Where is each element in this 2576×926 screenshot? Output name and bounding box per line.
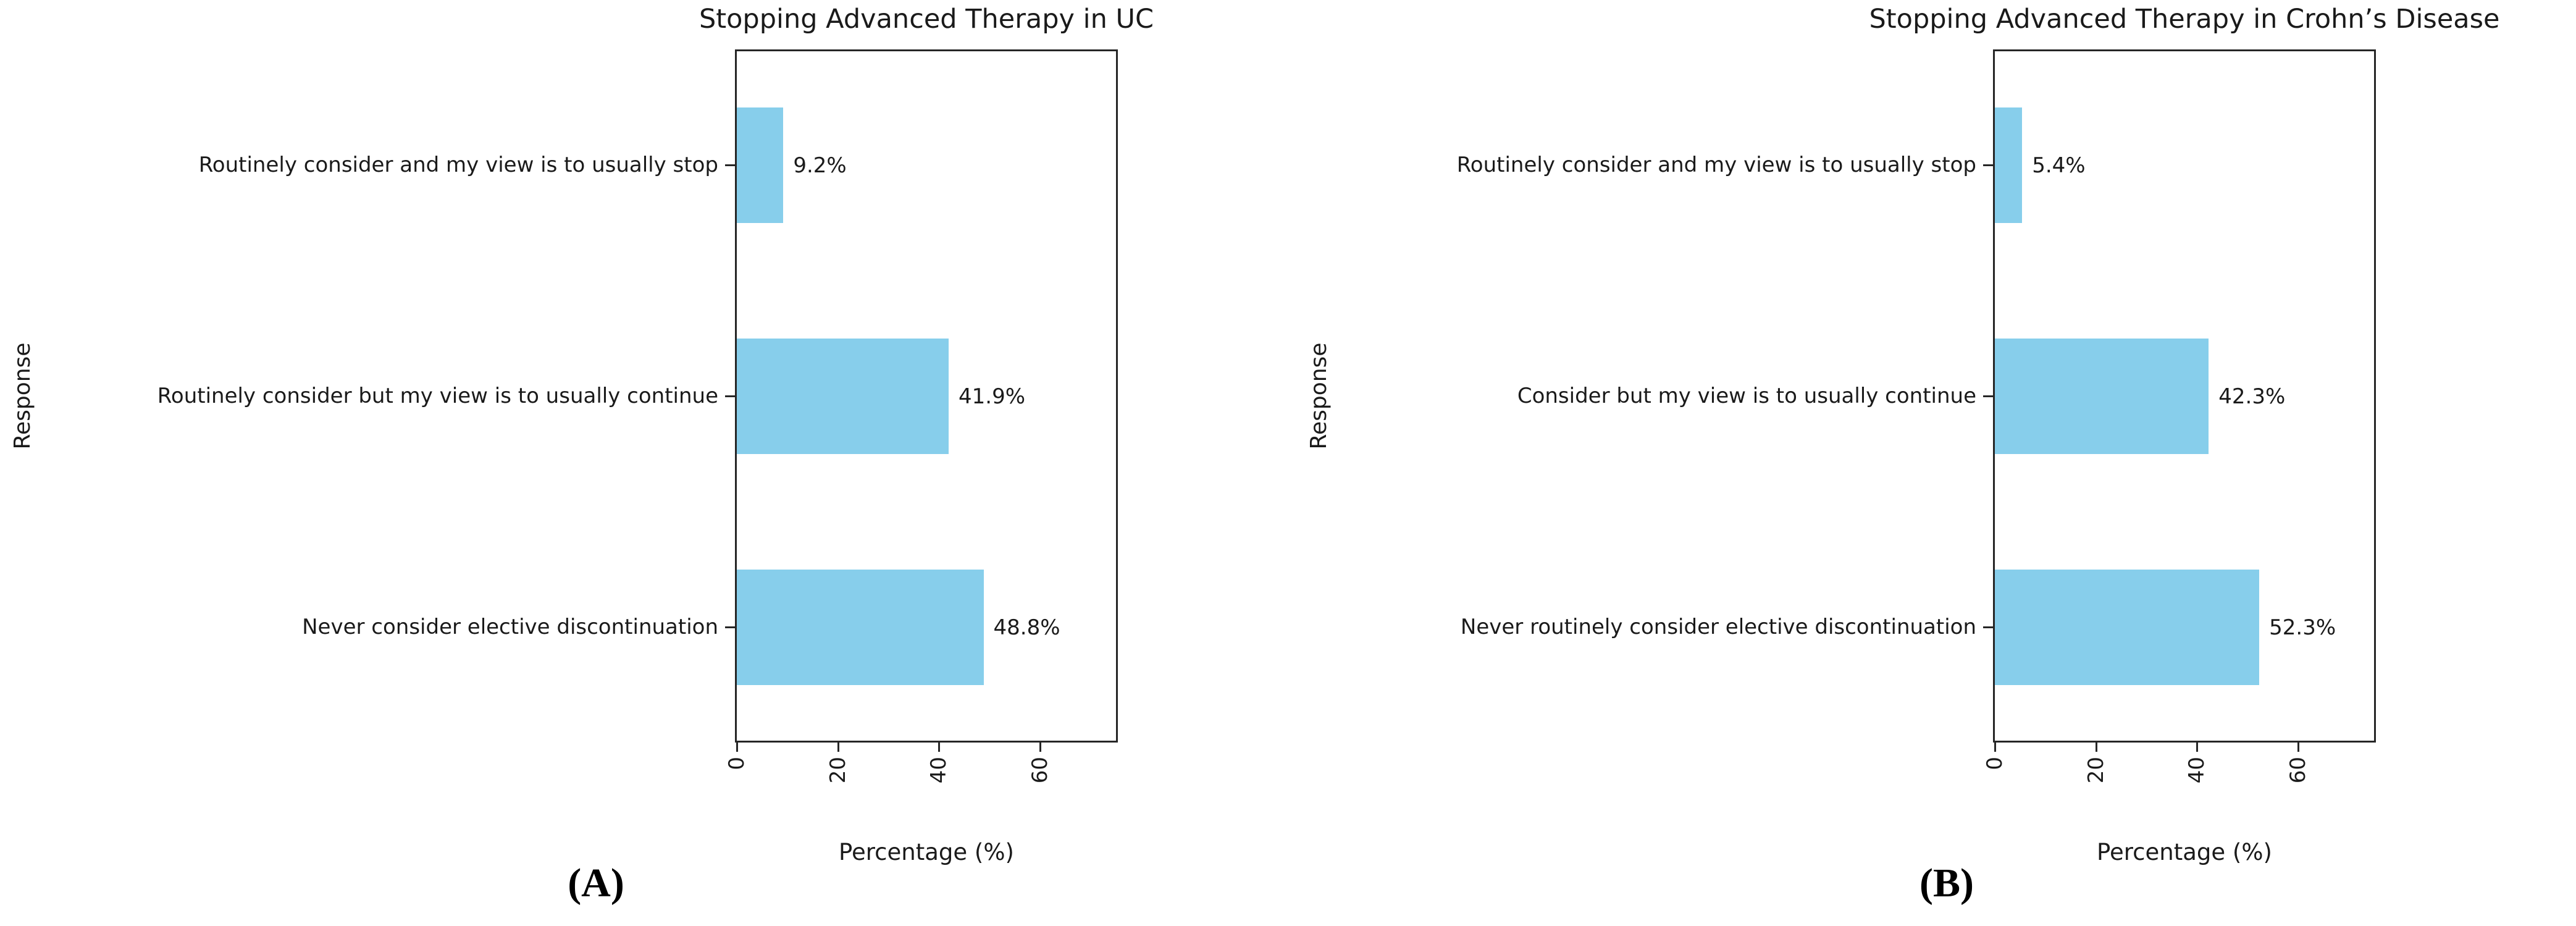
x-tick-mark xyxy=(938,742,941,752)
bar-row: Routinely consider and my view is to usu… xyxy=(1457,107,2374,223)
x-tick-label: 20 xyxy=(825,757,850,784)
x-tick-mark xyxy=(2196,742,2199,752)
bar-row: Routinely consider and my view is to usu… xyxy=(199,107,1116,223)
x-tick-label: 0 xyxy=(724,757,749,770)
y-tick-mark xyxy=(1983,164,1993,166)
value-label: 48.8% xyxy=(993,615,1060,640)
y-tick-mark xyxy=(725,626,735,628)
category-label: Routinely consider and my view is to usu… xyxy=(198,152,718,177)
x-tick-mark xyxy=(1039,742,1042,752)
category-label: Consider but my view is to usually conti… xyxy=(1517,383,1976,408)
x-tick-label: 60 xyxy=(2286,757,2311,784)
bar xyxy=(737,107,784,223)
panel-b: Stopping Advanced Therapy in Crohn’s Dis… xyxy=(1288,0,2575,926)
panel-caption-b: (B) xyxy=(1919,861,1974,906)
chart-title-b: Stopping Advanced Therapy in Crohn’s Dis… xyxy=(1869,4,2500,35)
x-tick-label: 0 xyxy=(1982,757,2007,770)
bar-row: Consider but my view is to usually conti… xyxy=(1517,339,2374,454)
category-label: Routinely consider and my view is to usu… xyxy=(1456,152,1976,177)
value-label: 41.9% xyxy=(959,384,1026,409)
value-label: 5.4% xyxy=(2032,153,2086,178)
value-label: 9.2% xyxy=(793,153,847,178)
bar xyxy=(737,339,949,454)
category-label: Routinely consider but my view is to usu… xyxy=(157,383,718,408)
chart-title-a: Stopping Advanced Therapy in UC xyxy=(699,4,1154,35)
x-tick-mark xyxy=(2095,742,2097,752)
x-tick-label: 40 xyxy=(2184,757,2210,784)
y-axis-label-a: Response xyxy=(10,342,35,450)
panel-caption-a: (A) xyxy=(568,861,624,906)
bar-row: Routinely consider but my view is to usu… xyxy=(157,339,1116,454)
x-axis-label-b: Percentage (%) xyxy=(2097,839,2272,865)
plot-area-b: Routinely consider and my view is to usu… xyxy=(1457,49,2376,783)
bar xyxy=(737,570,984,685)
bar-row: Never consider elective discontinuation … xyxy=(302,570,1116,685)
bar-row: Never routinely consider elective discon… xyxy=(1461,570,2374,685)
x-tick-mark xyxy=(736,742,738,752)
y-tick-mark xyxy=(725,164,735,166)
bar xyxy=(1995,107,2023,223)
x-tick-label: 40 xyxy=(926,757,952,784)
y-tick-mark xyxy=(1983,395,1993,397)
y-axis-label-b: Response xyxy=(1306,342,1332,450)
category-label: Never consider elective discontinuation xyxy=(302,614,718,639)
panel-a: Stopping Advanced Therapy in UC Response… xyxy=(10,4,1154,906)
x-tick-mark xyxy=(1994,742,1996,752)
x-tick-label: 20 xyxy=(2083,757,2108,784)
x-tick-mark xyxy=(2297,742,2300,752)
x-tick-mark xyxy=(837,742,839,752)
bar xyxy=(1995,570,2260,685)
plot-area-a: Routinely consider and my view is to usu… xyxy=(157,49,1118,783)
x-axis-label-a: Percentage (%) xyxy=(839,839,1014,865)
y-tick-mark xyxy=(725,395,735,397)
bar xyxy=(1995,339,2209,454)
value-label: 52.3% xyxy=(2269,615,2336,640)
category-label: Never routinely consider elective discon… xyxy=(1460,614,1976,639)
x-tick-label: 60 xyxy=(1028,757,1053,784)
y-tick-mark xyxy=(1983,626,1993,628)
value-label: 42.3% xyxy=(2218,384,2286,409)
